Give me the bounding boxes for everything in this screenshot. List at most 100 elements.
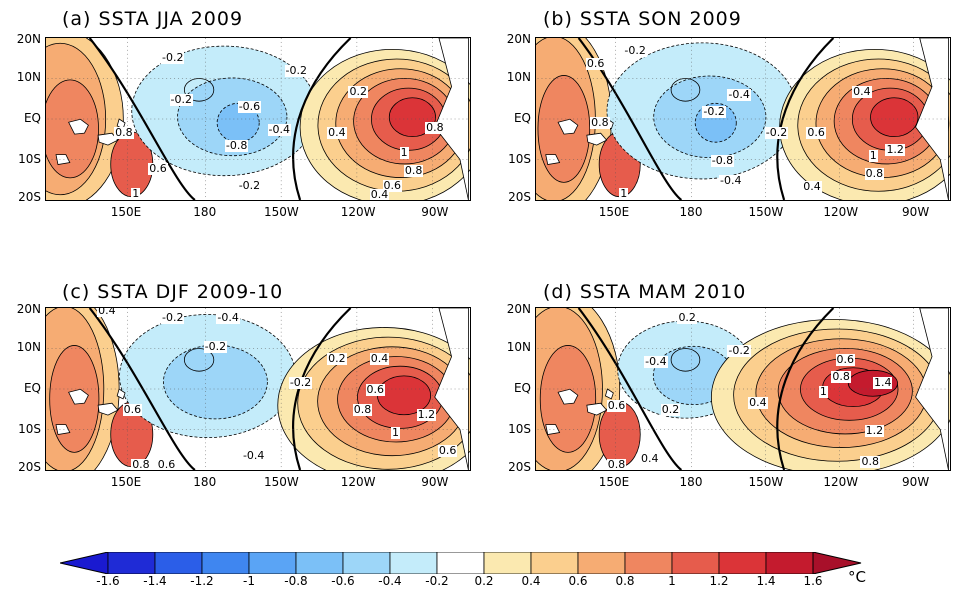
contour-label: 0.2 [327, 351, 347, 365]
contour-label: 0.2 [348, 85, 368, 99]
colorbar-tick-label: 0.2 [474, 574, 494, 588]
lon-label: 150E [110, 205, 142, 219]
colorbar-tick-label: -1.6 [96, 574, 120, 588]
colorbar-segment [436, 552, 485, 574]
contour-label: -0.4 [216, 310, 240, 324]
coastlines [545, 308, 949, 470]
contour-label: -0.2 [702, 104, 726, 118]
colorbar-segment [530, 552, 579, 574]
contour-label: 0.8 [860, 455, 880, 469]
colorbar-segment [577, 552, 626, 574]
lat-label: 20N [506, 32, 531, 47]
contour-label: 1.2 [416, 407, 437, 421]
colorbar-unit: °C [848, 568, 866, 586]
contour-label: 0.6 [122, 402, 143, 416]
contour-label: 0.4 [748, 396, 768, 410]
contour-label: 1 [399, 145, 409, 159]
lon-label: 120W [340, 475, 376, 489]
contour-label: 1 [818, 384, 828, 398]
colorbar-segment [483, 552, 532, 574]
lon-label: 90W [421, 205, 449, 219]
lon-label: 180 [679, 475, 703, 489]
contour-label: 0.6 [585, 57, 606, 71]
colorbar-segment [671, 552, 720, 574]
lon-label: 120W [823, 475, 859, 489]
warm-region-east [870, 97, 919, 138]
colorbar-tick-label: 0.6 [568, 574, 588, 588]
lat-label: 10N [506, 70, 531, 84]
lat-label: EQ [513, 381, 531, 395]
contour-label: 0.6 [835, 353, 856, 367]
contour-label: 0.2 [660, 402, 681, 416]
contour-label: 0.6 [156, 458, 177, 471]
gridlines [537, 38, 949, 200]
contour-label: 0.6 [148, 162, 168, 176]
colorbar-tick-label: -0.4 [378, 574, 402, 588]
panel-b-map: 0.6 -0.2 -0.4 -0.2 0.8 -0.8 -0.4 -0.2 0.4 0.6 1.2 1… [535, 37, 951, 201]
lon-label: 120W [823, 205, 859, 219]
colorbar-segment [389, 552, 438, 574]
contour-label: -0.8 [224, 139, 249, 153]
contour-label: 1 [619, 186, 629, 200]
panel-a-title: (a) SSTA JJA 2009 [62, 8, 244, 30]
colorbar-tick-label: -1.2 [190, 574, 214, 588]
contour-label: -0.2 [623, 44, 647, 58]
colorbar-tick-label: -0.2 [425, 574, 449, 588]
lat-label: 10N [16, 70, 41, 84]
lon-label: 150W [748, 205, 784, 219]
contour-label: 0.4 [852, 85, 872, 99]
colorbar-arrow-left [60, 552, 109, 574]
contour-label: -0.4 [719, 173, 743, 187]
lat-label: 20S [18, 189, 41, 204]
contour-label: 0.8 [425, 121, 445, 135]
lon-label: 180 [679, 205, 703, 219]
zero-contour [183, 348, 215, 372]
lon-label: 150W [264, 205, 299, 219]
contour-label: -0.8 [710, 154, 735, 167]
contour-label: -0.2 [169, 93, 193, 107]
contour-label: 1 [868, 149, 878, 163]
zero-contour [670, 78, 701, 102]
colorbar-tick-label: -1 [243, 574, 255, 588]
lon-label: 90W [421, 475, 449, 489]
contour-label: 0.6 [606, 399, 627, 413]
lat-label: EQ [23, 381, 41, 395]
sst-map-canvas [46, 308, 470, 470]
contour-label: 0.6 [806, 126, 826, 140]
contour-label: 1.2 [864, 424, 885, 437]
zero-contour [776, 308, 835, 470]
warm-region-east [388, 97, 436, 138]
colorbar-tick-label: -0.8 [284, 574, 308, 588]
gridlines [47, 38, 469, 200]
panel-a-map: -0.2 -0.2 -0.6 -0.4 -0.8 -0.2 0.2 0.4 0.8 1 0.8 0.6… [45, 37, 471, 201]
contour-label: 1.2 [885, 142, 905, 156]
colorbar-tick-label: 1.4 [756, 574, 776, 588]
contour-label: 0.8 [403, 163, 424, 177]
contour-label: 0.8 [114, 126, 134, 140]
panel-d-map: 0.2 -0.2 -0.4 0.6 0.8 1 1.4 0.4 0.2 1.2 0.6 0.4 0.8 0… [535, 307, 951, 471]
contour-label: -0.2 [161, 310, 185, 324]
colorbar-arrow-right [812, 552, 862, 574]
contour-label: 0.4 [369, 351, 390, 365]
panel-d-title: (d) SSTA MAM 2010 [543, 281, 747, 303]
colorbar [60, 552, 862, 574]
sst-map-canvas [536, 308, 950, 470]
contour-label: 0.8 [606, 458, 627, 471]
contour-label: 0.8 [352, 402, 373, 416]
lat-label: 20N [16, 32, 41, 47]
contour-label: 1 [391, 425, 401, 439]
colorbar-segment [248, 552, 297, 574]
contour-label: -0.2 [161, 50, 185, 64]
lat-label: 10S [508, 422, 531, 436]
lat-label: 20N [506, 302, 531, 317]
contour-label: 0.4 [802, 180, 822, 194]
lat-label: EQ [23, 111, 41, 125]
colorbar-segment [342, 552, 391, 574]
panel-c-map: 0.4 -0.2 -0.4 -0.2 -0.2 0.2 0.4 0.6 0.8 1.2 1 0.6 -0… [45, 307, 471, 471]
cool-region [163, 344, 268, 420]
lat-label: 10N [16, 340, 41, 354]
contour-label: -0.4 [727, 88, 751, 102]
colorbar-segment [765, 552, 814, 574]
contour-label: -0.2 [764, 126, 789, 140]
lat-label: 20S [508, 459, 531, 474]
